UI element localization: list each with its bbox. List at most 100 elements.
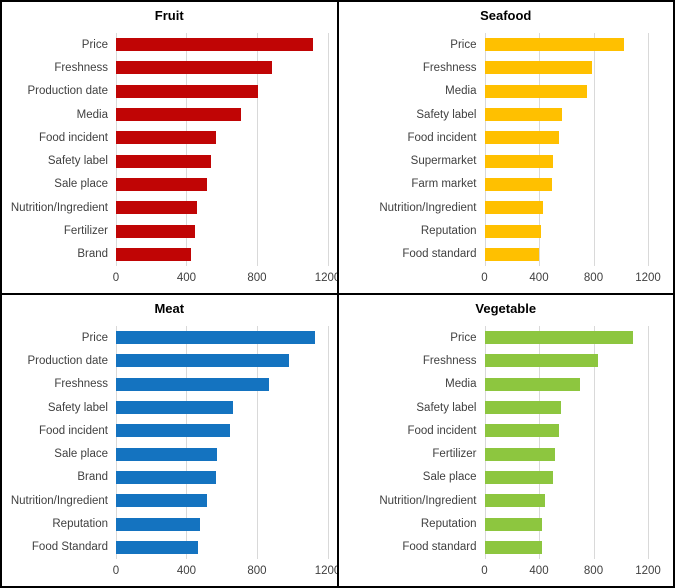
category-label: Production date (27, 85, 108, 98)
category-label: Sale place (54, 178, 108, 191)
bar-row (484, 219, 649, 242)
category-label: Nutrition/Ingredient (10, 201, 108, 214)
axis-spacer (2, 562, 116, 586)
bar (116, 61, 272, 75)
bar-row (116, 56, 328, 79)
chart-body: Price Freshness Media Safety label Food inci… (339, 26, 674, 269)
bars-layer (116, 326, 328, 559)
bar-row (116, 419, 328, 442)
chart-title: Meat (154, 301, 185, 316)
axis-tick-label: 0 (112, 272, 120, 284)
chart-body: Price Production date Freshness Safety labe… (2, 319, 337, 562)
bar-row (484, 173, 649, 196)
bar (484, 470, 554, 484)
bar (484, 447, 556, 461)
chart-panel-fruit: Fruit Price Freshness Production date Media… (2, 2, 337, 293)
bar (116, 108, 242, 122)
category-label: Reputation (420, 518, 477, 531)
gridline (593, 326, 595, 559)
axis-tick-label: 0 (481, 565, 488, 577)
bar (484, 38, 625, 52)
bar-row (484, 196, 649, 219)
category-label: Sale place (54, 448, 108, 461)
category-label: Media (76, 108, 108, 121)
axis-tick-label: 1200 (635, 565, 661, 577)
gridline (648, 33, 649, 266)
category-label: Reputation (52, 518, 108, 531)
bar (116, 447, 218, 461)
category-label: Brand (77, 248, 108, 261)
plot-area (484, 326, 649, 559)
axis-ticks: 0 400 800 1200 (481, 562, 661, 586)
bar-row (484, 80, 649, 103)
axis-tick-label: 400 (529, 565, 549, 577)
bar (116, 84, 258, 98)
chart-title: Fruit (154, 8, 184, 23)
bar (484, 377, 580, 391)
category-label: Food standard (402, 248, 477, 261)
bar-row (484, 149, 649, 172)
axis-tick-label: 1200 (635, 272, 661, 284)
chart-title: Seafood (480, 8, 532, 23)
bar-row (116, 196, 328, 219)
gridline (539, 326, 540, 559)
bar (484, 517, 543, 531)
bar-row (116, 149, 328, 172)
plot-area (116, 326, 329, 559)
x-axis: 0 400 800 1200 (339, 562, 674, 586)
bar-row (484, 536, 649, 559)
bar-row (116, 466, 328, 489)
category-label: Nutrition/Ingredient (10, 494, 108, 507)
bar-row (484, 349, 649, 372)
axis-spacer (2, 269, 116, 293)
category-label: Production date (27, 354, 108, 367)
bar (484, 201, 544, 215)
category-label: Safety label (416, 108, 477, 121)
bar (116, 354, 289, 368)
bar-row (484, 466, 649, 489)
bar (116, 401, 234, 415)
category-label: Food incident (407, 424, 477, 437)
axis-ticks: 0 400 800 1200 (112, 562, 337, 586)
category-label: Supermarket (410, 155, 477, 168)
category-label: Food incident (407, 131, 477, 144)
bar (484, 331, 633, 345)
bar-row (116, 126, 328, 149)
bar-row (116, 512, 328, 535)
bar-row (484, 373, 649, 396)
bar-row (116, 33, 328, 56)
bars-layer (484, 33, 649, 266)
axis-tick-label: 0 (112, 565, 120, 577)
chart-title: Vegetable (475, 301, 537, 316)
bar-row (116, 396, 328, 419)
bar-row (484, 103, 649, 126)
x-axis: 0 400 800 1200 (339, 269, 674, 293)
bar (484, 401, 561, 415)
bar (116, 517, 200, 531)
category-label: Price (81, 38, 108, 51)
x-axis: 0 400 800 1200 (2, 269, 337, 293)
category-axis: Price Production date Freshness Safety labe… (2, 326, 116, 559)
bar (484, 177, 552, 191)
bar-row (484, 126, 649, 149)
bar (116, 201, 198, 215)
axis-tick-label: 1200 (314, 565, 337, 577)
bars-layer (484, 326, 649, 559)
bar (484, 84, 588, 98)
bar (484, 108, 563, 122)
category-label: Nutrition/Ingredient (379, 494, 477, 507)
bar (484, 224, 542, 238)
bar-row (484, 56, 649, 79)
category-label: Fertilizer (63, 225, 108, 238)
bar-row (484, 243, 649, 266)
gridline (648, 326, 649, 559)
bar (484, 247, 539, 261)
bar (116, 177, 207, 191)
category-axis: Price Freshness Media Safety label Food inci… (339, 326, 485, 559)
bar-row (116, 80, 328, 103)
gridline (116, 326, 117, 559)
axis-tick-label: 800 (583, 565, 604, 577)
category-label: Freshness (54, 61, 108, 74)
bar (116, 247, 191, 261)
gridline (484, 326, 486, 559)
